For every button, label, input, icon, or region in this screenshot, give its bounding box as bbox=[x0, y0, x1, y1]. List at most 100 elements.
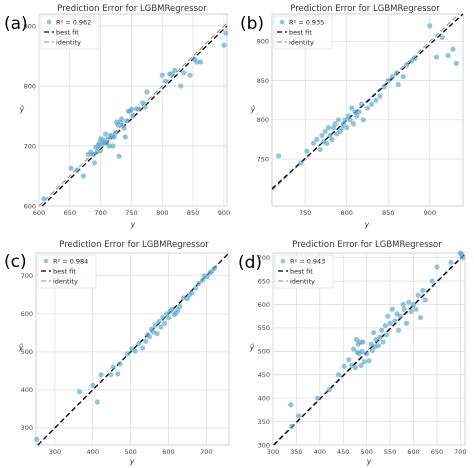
data-point-b bbox=[352, 109, 358, 115]
x-tick-label-c: 700 bbox=[200, 448, 212, 456]
data-point-d bbox=[382, 322, 388, 329]
y-axis-label-c: ŷ bbox=[18, 343, 24, 352]
data-point-b bbox=[395, 81, 401, 88]
data-point-d bbox=[417, 315, 424, 321]
plot-title-c: Prediction Error for LGBMRegressor bbox=[59, 240, 209, 250]
legend-best-fit-b: best fit bbox=[289, 29, 312, 37]
data-point-d bbox=[352, 365, 359, 371]
data-point-c bbox=[158, 324, 164, 330]
y-tick-label-b: 850 bbox=[257, 77, 269, 85]
data-point-d bbox=[346, 357, 352, 363]
data-point-d bbox=[359, 348, 365, 354]
legend-r2-a: R² = 0.962 bbox=[56, 19, 91, 27]
points-d bbox=[288, 250, 466, 429]
panel-label-b: (b) bbox=[240, 14, 264, 34]
data-point-d bbox=[403, 320, 410, 326]
x-axis-label-a: y bbox=[130, 220, 136, 229]
data-point-a bbox=[121, 125, 127, 131]
data-point-d bbox=[360, 339, 366, 345]
data-point-b bbox=[356, 109, 362, 115]
data-point-b bbox=[276, 153, 282, 159]
legend-marker-points-b bbox=[279, 19, 285, 25]
y-tick-label-d: 700 bbox=[258, 254, 270, 262]
data-point-b bbox=[377, 93, 383, 99]
data-point-a bbox=[197, 59, 204, 65]
data-point-d bbox=[429, 278, 435, 284]
data-point-b bbox=[349, 105, 355, 111]
data-point-d bbox=[335, 372, 342, 378]
ticks-d: 300 350 400 450 500 550 600 650 700 300 350 400 450 5… bbox=[258, 254, 467, 456]
data-point-c bbox=[94, 399, 100, 405]
best-fit-line-b bbox=[271, 13, 464, 190]
y-axis-label-b: ŷ bbox=[250, 105, 256, 114]
data-point-c bbox=[140, 345, 146, 351]
y-tick-label-d: 400 bbox=[258, 394, 270, 402]
y-tick-label-d: 300 bbox=[258, 441, 270, 449]
data-point-b bbox=[337, 128, 343, 135]
data-point-c bbox=[132, 348, 138, 354]
data-point-a bbox=[128, 106, 135, 112]
data-point-a bbox=[181, 70, 187, 76]
y-tick-label-c: 500 bbox=[21, 348, 33, 356]
data-point-d bbox=[410, 301, 417, 308]
data-point-c bbox=[169, 306, 175, 312]
data-point-d bbox=[395, 327, 402, 333]
data-point-c bbox=[115, 371, 121, 377]
data-point-b bbox=[329, 136, 335, 142]
data-point-b bbox=[369, 101, 375, 107]
data-point-a bbox=[162, 78, 168, 84]
x-tick-label-a: 850 bbox=[187, 209, 199, 217]
x-tick-label-a: 600 bbox=[33, 209, 45, 217]
data-point-b bbox=[347, 117, 353, 123]
data-point-d bbox=[434, 264, 440, 270]
legend-d: R² = 0.943 best fit identity bbox=[274, 254, 334, 289]
data-point-b bbox=[385, 78, 391, 84]
data-point-d bbox=[420, 287, 426, 294]
data-point-c bbox=[108, 372, 114, 378]
data-point-b bbox=[335, 117, 342, 123]
x-tick-label-a: 750 bbox=[125, 209, 137, 217]
data-point-b bbox=[324, 140, 330, 146]
data-point-a bbox=[98, 148, 104, 154]
data-point-b bbox=[439, 34, 445, 41]
data-point-b bbox=[330, 125, 337, 131]
legend-best-fit-d: best fit bbox=[290, 268, 313, 276]
data-point-d bbox=[422, 297, 428, 303]
x-tick-label-d: 400 bbox=[314, 448, 326, 456]
y-tick-label-a: 800 bbox=[24, 82, 36, 90]
data-point-a bbox=[178, 83, 184, 89]
data-point-b bbox=[298, 160, 304, 166]
data-point-b bbox=[364, 105, 371, 111]
data-point-b bbox=[400, 74, 406, 80]
points-a bbox=[41, 30, 229, 202]
y-axis-label-d: ŷ bbox=[249, 343, 255, 352]
ticks-a: 600 650 700 750 800 850 900 600 700 800 900 bbox=[24, 22, 231, 217]
legend-marker-points-a bbox=[46, 19, 52, 25]
data-point-c bbox=[110, 364, 116, 370]
plot-area-b bbox=[271, 13, 464, 207]
data-point-d bbox=[353, 337, 359, 343]
data-point-a bbox=[90, 151, 96, 157]
data-point-b bbox=[453, 60, 459, 66]
y-tick-label-b: 750 bbox=[257, 155, 269, 163]
panel-a: Prediction Error for LGBMRegressor (a) 6… bbox=[4, 4, 230, 229]
data-point-a bbox=[91, 160, 98, 166]
x-tick-label-b: 850 bbox=[382, 209, 394, 217]
data-point-d bbox=[392, 318, 398, 324]
data-point-a bbox=[168, 71, 175, 77]
data-point-a bbox=[74, 167, 80, 173]
data-point-a bbox=[221, 42, 227, 48]
data-point-d bbox=[377, 334, 383, 340]
data-point-d bbox=[358, 362, 364, 368]
data-point-b bbox=[393, 70, 400, 76]
data-point-d bbox=[326, 387, 332, 393]
data-point-a bbox=[80, 173, 86, 179]
data-point-a bbox=[102, 131, 109, 137]
data-point-c bbox=[189, 290, 195, 296]
legend-marker-points-d bbox=[280, 258, 286, 264]
data-point-d bbox=[349, 362, 355, 368]
y-axis-label-a: ŷ bbox=[19, 105, 25, 114]
data-point-c bbox=[160, 315, 166, 321]
data-point-d bbox=[364, 351, 370, 357]
data-point-b bbox=[445, 52, 451, 59]
